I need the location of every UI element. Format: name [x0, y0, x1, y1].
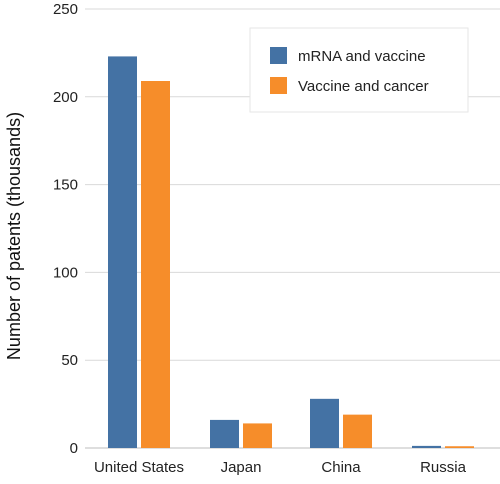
bar	[141, 80, 170, 448]
bars	[108, 56, 474, 449]
y-tick-label: 0	[70, 440, 78, 457]
legend-swatch-mrna	[270, 47, 287, 64]
legend-label-mrna: mRNA and vaccine	[298, 48, 426, 65]
bar	[310, 398, 339, 448]
y-axis-ticks: 0 50 100 150 200 250	[53, 1, 78, 457]
legend-box	[249, 27, 469, 113]
y-tick-label: 250	[53, 1, 78, 18]
y-tick-label: 200	[53, 89, 78, 106]
bar	[343, 414, 372, 448]
y-tick-label: 100	[53, 264, 78, 281]
x-tick-label: China	[321, 459, 361, 476]
bar	[210, 419, 239, 448]
legend-swatch-cancer	[270, 77, 287, 94]
bar	[108, 56, 137, 449]
y-tick-label: 150	[53, 177, 78, 194]
legend-label-cancer: Vaccine and cancer	[298, 78, 429, 95]
y-tick-label: 50	[61, 352, 78, 369]
legend: mRNA and vaccine Vaccine and cancer	[249, 27, 469, 113]
x-axis-ticks: United States Japan China Russia	[94, 459, 467, 476]
x-tick-label: Japan	[221, 459, 262, 476]
bar	[243, 423, 272, 448]
y-axis-label: Number of patents (thousands)	[4, 112, 24, 360]
x-tick-label: United States	[94, 459, 184, 476]
x-tick-label: Russia	[420, 459, 467, 476]
bar	[445, 446, 474, 448]
bar	[412, 445, 441, 448]
